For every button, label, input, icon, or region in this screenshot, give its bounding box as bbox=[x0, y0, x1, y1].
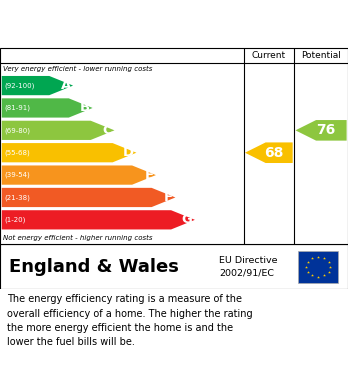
Polygon shape bbox=[2, 121, 114, 140]
Polygon shape bbox=[2, 76, 73, 95]
Bar bbox=[299, 251, 338, 283]
Text: A: A bbox=[61, 79, 71, 92]
Polygon shape bbox=[2, 188, 175, 207]
Text: C: C bbox=[103, 124, 112, 137]
Text: G: G bbox=[182, 213, 192, 226]
Text: (81-91): (81-91) bbox=[4, 105, 30, 111]
Text: (92-100): (92-100) bbox=[4, 83, 34, 89]
Text: F: F bbox=[164, 191, 173, 204]
Polygon shape bbox=[2, 210, 195, 230]
Text: (69-80): (69-80) bbox=[4, 127, 30, 134]
Text: Energy Efficiency Rating: Energy Efficiency Rating bbox=[9, 16, 211, 32]
Text: Very energy efficient - lower running costs: Very energy efficient - lower running co… bbox=[3, 66, 153, 72]
Text: (1-20): (1-20) bbox=[4, 217, 25, 223]
Text: England & Wales: England & Wales bbox=[9, 258, 179, 276]
Text: (55-68): (55-68) bbox=[4, 149, 30, 156]
Text: EU Directive
2002/91/EC: EU Directive 2002/91/EC bbox=[219, 256, 278, 278]
Text: Potential: Potential bbox=[301, 51, 341, 60]
Text: Not energy efficient - higher running costs: Not energy efficient - higher running co… bbox=[3, 235, 153, 241]
Polygon shape bbox=[2, 165, 156, 185]
Text: E: E bbox=[144, 169, 153, 181]
Text: (39-54): (39-54) bbox=[4, 172, 30, 178]
Text: The energy efficiency rating is a measure of the
overall efficiency of a home. T: The energy efficiency rating is a measur… bbox=[7, 294, 253, 348]
Polygon shape bbox=[245, 142, 293, 163]
Polygon shape bbox=[2, 143, 136, 162]
Text: 76: 76 bbox=[317, 123, 336, 137]
Text: (21-38): (21-38) bbox=[4, 194, 30, 201]
Polygon shape bbox=[2, 99, 93, 118]
Polygon shape bbox=[295, 120, 347, 141]
Text: B: B bbox=[80, 101, 90, 115]
Text: D: D bbox=[123, 146, 134, 159]
Text: 68: 68 bbox=[264, 146, 284, 160]
Text: Current: Current bbox=[252, 51, 286, 60]
